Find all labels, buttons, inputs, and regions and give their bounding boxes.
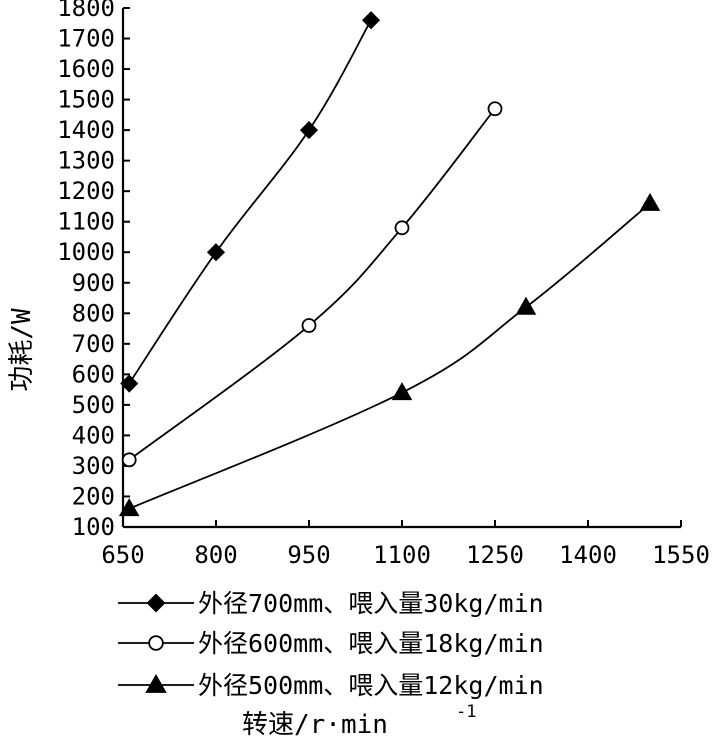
x-tick-label: 800 [194,541,237,569]
legend-item-2: 外径600mm、喂入量18kg/min [118,629,544,658]
y-tick-label: 1800 [57,0,115,22]
y-tick-label: 1700 [57,25,115,53]
x-axis-title-superscript: -1 [456,702,476,722]
y-tick-label: 800 [72,299,115,327]
series-line [128,202,651,510]
series-layer [118,11,661,517]
y-tick-label: 200 [72,482,115,510]
data-point-diamond [299,121,319,140]
series-line [128,19,372,385]
series-2 [121,101,503,468]
x-tick-label: 1250 [466,541,524,569]
legend-label: 外径500mm、喂入量12kg/min [198,671,544,700]
x-tick-label: 1400 [559,541,617,569]
data-point-circle [121,452,137,468]
y-tick-label: 400 [72,421,115,449]
y-tick-label: 500 [72,391,115,419]
legend-label: 外径700mm、喂入量30kg/min [198,589,544,618]
data-point-triangle [118,498,140,517]
x-tick-label: 1100 [373,541,431,569]
axes [121,8,681,529]
x-tick-label: 650 [101,541,144,569]
data-point-diamond [361,11,381,30]
y-tick-label: 700 [72,330,115,358]
y-axis-title: 功耗/W [7,308,37,392]
data-point-circle [301,318,317,333]
data-point-diamond [146,593,166,613]
y-axis-ticks: 1002003004005006007008009001000110012001… [57,0,130,541]
y-tick-label: 300 [72,452,115,480]
x-tick-label: 950 [287,541,330,569]
series-3 [118,192,661,517]
y-tick-label: 1500 [57,86,115,114]
data-point-diamond [206,243,226,262]
data-point-circle [148,635,164,651]
x-axis-title: 转速/r·min -1 [242,702,476,740]
y-tick-label: 600 [72,360,115,388]
legend-item-1: 外径700mm、喂入量30kg/min [118,589,544,618]
data-point-triangle [145,674,167,693]
y-tick-label: 900 [72,269,115,297]
data-point-triangle [639,192,661,211]
data-point-triangle [391,382,413,401]
legend: 外径700mm、喂入量30kg/min 外径600mm、喂入量18kg/min 外径… [118,589,544,700]
x-axis-ticks: 650 800 950 1100 1250 1400 1550 [101,520,710,569]
x-axis-title-text: 转速/r·min [242,710,388,740]
y-tick-label: 1300 [57,147,115,175]
data-point-diamond [120,374,139,393]
y-tick-label: 1400 [57,116,115,144]
y-tick-label: 1100 [57,208,115,236]
y-axis-title-text: 功耗/W [7,308,37,392]
legend-label: 外径600mm、喂入量18kg/min [198,629,544,658]
series-line [128,108,496,461]
data-point-circle [487,101,503,117]
x-tick-label: 1550 [652,541,710,569]
data-point-triangle [515,296,537,315]
legend-item-3: 外径500mm、喂入量12kg/min [118,671,544,700]
y-tick-label: 1000 [57,238,115,266]
series-1 [120,11,381,393]
y-tick-label: 1600 [57,55,115,83]
y-tick-label: 100 [72,513,115,541]
data-point-circle [394,220,410,236]
y-tick-label: 1200 [57,177,115,205]
